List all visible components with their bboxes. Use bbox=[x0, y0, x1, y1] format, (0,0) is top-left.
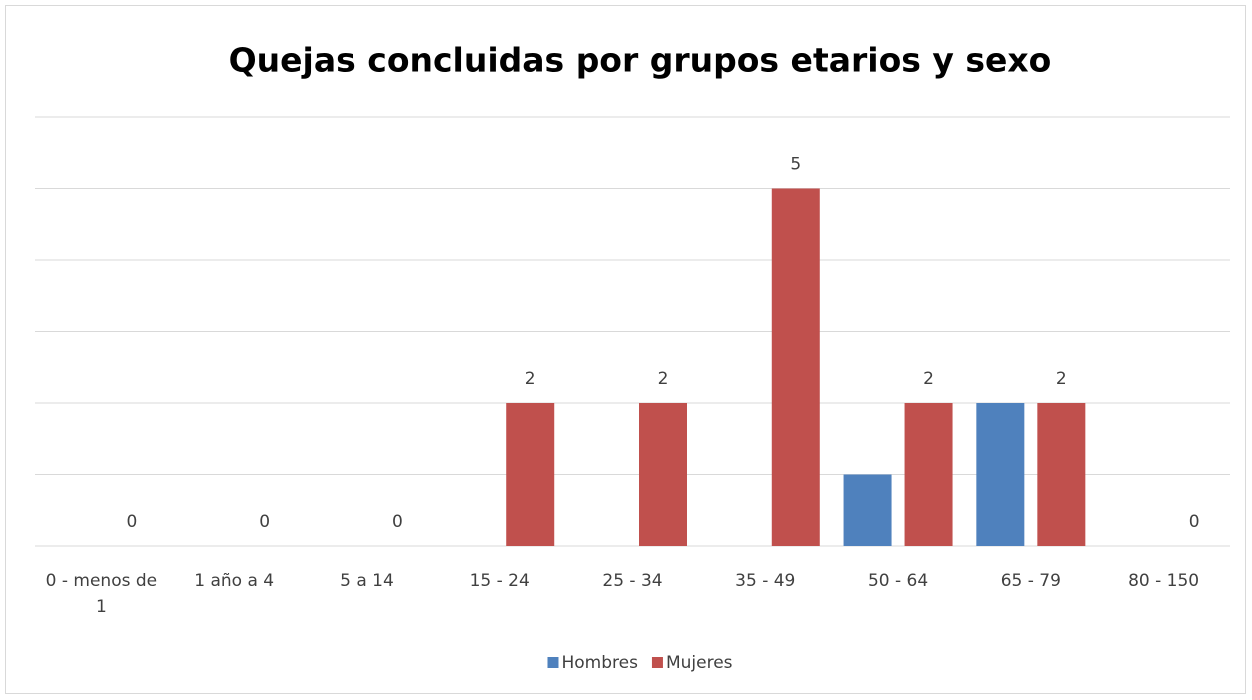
data-label: 2 bbox=[1056, 369, 1067, 389]
bar bbox=[843, 474, 892, 546]
x-tick-label: 80 - 150 bbox=[1128, 571, 1199, 591]
x-tick-label: 65 - 79 bbox=[1001, 571, 1061, 591]
bar bbox=[904, 403, 953, 546]
x-tick-label: 15 - 24 bbox=[470, 571, 530, 591]
data-label: 0 bbox=[259, 512, 270, 532]
legend: Hombres Mujeres bbox=[547, 653, 733, 673]
bar bbox=[1037, 403, 1086, 546]
data-label: 2 bbox=[525, 369, 536, 389]
data-label: 2 bbox=[658, 369, 669, 389]
data-label: 0 bbox=[126, 512, 137, 532]
bar bbox=[976, 403, 1025, 546]
legend-swatch bbox=[651, 657, 663, 668]
legend-swatch bbox=[547, 657, 559, 668]
x-tick-label: 25 - 34 bbox=[602, 571, 662, 591]
x-tick-label: 1 año a 4 bbox=[194, 571, 274, 591]
x-tick-label: 35 - 49 bbox=[735, 571, 795, 591]
chart-frame bbox=[5, 5, 1246, 694]
data-label: 0 bbox=[1189, 512, 1200, 532]
bar bbox=[506, 403, 555, 546]
x-tick-label: 50 - 64 bbox=[868, 571, 928, 591]
bar bbox=[639, 403, 687, 546]
x-tick-label: 5 a 14 bbox=[340, 571, 394, 591]
data-label: 5 bbox=[790, 155, 801, 175]
bar bbox=[771, 188, 820, 546]
data-label: 0 bbox=[392, 512, 403, 532]
data-label: 2 bbox=[923, 369, 934, 389]
legend-label: Mujeres bbox=[666, 653, 733, 673]
x-tick-label: 0 - menos de 1 bbox=[46, 571, 157, 617]
chart-title: Quejas concluidas por grupos etarios y s… bbox=[229, 41, 1052, 80]
legend-label: Hombres bbox=[561, 653, 638, 673]
